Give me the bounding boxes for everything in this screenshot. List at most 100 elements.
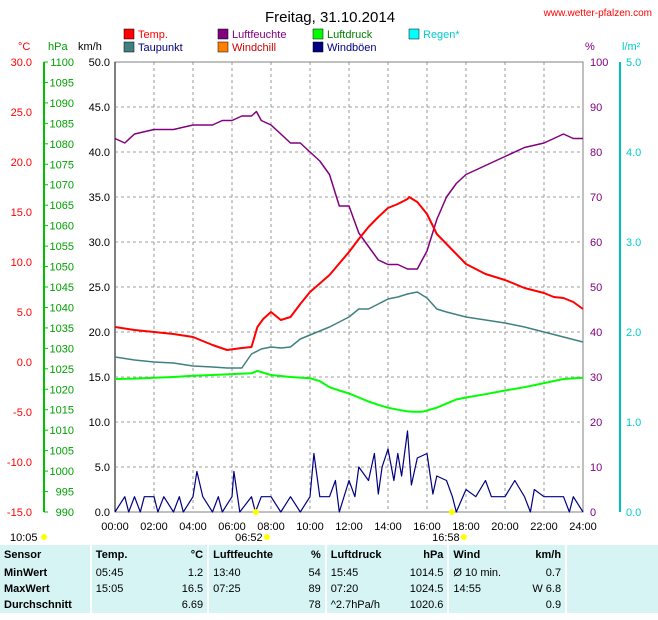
tick-percent: 40	[590, 327, 602, 339]
tick-percent: 70	[590, 192, 602, 204]
tick-hpa: 1005	[50, 446, 74, 458]
tick-hpa: 1085	[50, 118, 74, 130]
legend-swatch	[312, 41, 324, 53]
tick-percent: 60	[590, 237, 602, 249]
header-empty	[565, 545, 658, 565]
tick-hpa: 1065	[50, 200, 74, 212]
header-sensor: Sensor	[0, 545, 91, 565]
tick-rain: 0.0	[626, 507, 641, 519]
legend-swatch	[408, 28, 420, 40]
empty-cell	[565, 581, 658, 597]
tick-hpa: 1035	[50, 323, 74, 335]
website-link[interactable]: www.wetter-pfalzen.com	[543, 8, 652, 19]
hum-value: 54	[286, 565, 326, 581]
tick-time: 12:00	[335, 521, 363, 533]
tick-kmh: 10.0	[89, 417, 110, 429]
tick-celsius: -15.0	[7, 507, 32, 519]
press-value: 1014.5	[394, 565, 449, 581]
tick-rain: 3.0	[626, 237, 641, 249]
tick-hpa: 1000	[50, 466, 74, 478]
tick-time: 04:00	[179, 521, 207, 533]
grid	[115, 62, 583, 512]
tick-kmh: 30.0	[89, 237, 110, 249]
legend-swatch	[123, 28, 135, 40]
axis-units: °C hPa km/h% l/m²	[18, 41, 641, 53]
temp-time: 15:05	[89, 581, 150, 597]
press-time: 15:45	[324, 565, 395, 581]
tick-hpa: 1075	[50, 159, 74, 171]
tick-hpa: 1045	[50, 282, 74, 294]
tick-hpa: 1090	[50, 98, 74, 110]
legend-swatch	[217, 28, 229, 40]
press-value: 1020.6	[394, 597, 449, 613]
tick-kmh: 20.0	[89, 327, 110, 339]
chart-title: Freitag, 31.10.2014	[265, 9, 395, 26]
tick-time: 08:00	[257, 521, 285, 533]
legend-swatch	[123, 41, 135, 53]
statistics-table: Sensor Temp. °C Luftfeuchte % Luftdruck …	[0, 545, 658, 620]
hum-value: 89	[286, 581, 326, 597]
tick-kmh: 5.0	[95, 462, 110, 474]
press-time: 07:20	[324, 581, 395, 597]
tick-hpa: 1010	[50, 425, 74, 437]
tick-celsius: 5.0	[17, 307, 32, 319]
tick-time: 24:00	[569, 521, 597, 533]
tick-kmh: 50.0	[89, 57, 110, 69]
tick-celsius: 30.0	[11, 57, 32, 69]
tick-time: 00:00	[101, 521, 129, 533]
tick-hpa: 990	[56, 507, 74, 519]
tick-rain: 1.0	[626, 417, 641, 429]
hum-time	[207, 597, 287, 613]
sunset-icon	[460, 534, 467, 540]
row-label: Durchschnitt	[0, 597, 91, 613]
header-temp: Temp.	[89, 545, 150, 565]
wind-value: 0.7	[517, 565, 567, 581]
wind-time: 14:55	[447, 581, 518, 597]
temp-time: 05:45	[89, 565, 150, 581]
hum-time: 07:25	[207, 581, 287, 597]
series-luftfeuchte	[114, 110, 583, 270]
tick-hpa: 1100	[50, 57, 74, 69]
tick-hpa: 1040	[50, 302, 74, 314]
sunrise-mark	[252, 509, 259, 515]
sun-markers: 06:52 16:58 10:05	[10, 509, 467, 544]
empty-cell	[565, 565, 658, 581]
legend-label: Regen*	[423, 29, 460, 41]
tick-time: 22:00	[530, 521, 558, 533]
row-label: MinWert	[0, 565, 91, 581]
tick-kmh: 40.0	[89, 147, 110, 159]
header-hum-unit: %	[286, 545, 326, 565]
press-value: 1024.5	[394, 581, 449, 597]
tick-hpa: 1080	[50, 139, 74, 151]
legend-swatch	[217, 41, 229, 53]
header-wind-unit: km/h	[517, 545, 567, 565]
chart-legend: Temp. Luftfeuchte Luftdruck Regen* Taupunkt W…	[123, 28, 460, 54]
stats-row-max: MaxWert 15:05 16.5 07:25 89 07:20 1024.5…	[0, 581, 658, 597]
wind-value: 0.9	[517, 597, 567, 613]
header-press-unit: hPa	[394, 545, 449, 565]
unit-celsius: °C	[18, 41, 30, 53]
tick-percent: 30	[590, 372, 602, 384]
tick-percent: 80	[590, 147, 602, 159]
tick-percent: 90	[590, 102, 602, 114]
tick-kmh: 15.0	[89, 372, 110, 384]
temp-value: 1.2	[149, 565, 209, 581]
tick-hpa: 1055	[50, 241, 74, 253]
tick-hpa: 995	[56, 487, 74, 499]
tick-kmh: 35.0	[89, 192, 110, 204]
tick-hpa: 1050	[50, 262, 74, 274]
tick-hpa: 1030	[50, 343, 74, 355]
unit-kmh: km/h	[78, 41, 102, 53]
tick-percent: 0	[590, 507, 596, 519]
tick-time: 16:00	[413, 521, 441, 533]
tick-percent: 20	[590, 417, 602, 429]
legend-swatch	[312, 28, 324, 40]
temp-value: 6.69	[149, 597, 209, 613]
legend-label: Windchill	[232, 42, 276, 54]
unit-percent: %	[585, 41, 595, 53]
header-press: Luftdruck	[324, 545, 395, 565]
legend-label: Luftdruck	[327, 29, 373, 41]
press-time: ^2.7hPa/h	[324, 597, 395, 613]
unit-hpa: hPa	[48, 41, 68, 53]
hum-value: 78	[286, 597, 326, 613]
